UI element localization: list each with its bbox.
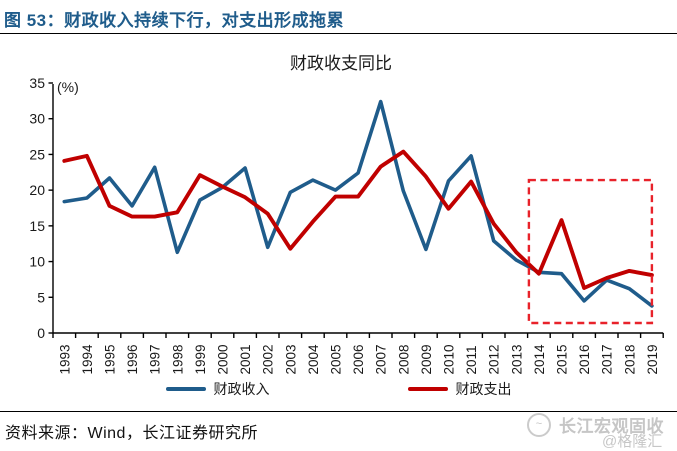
x-category-label: 2000 [216,344,231,374]
chart-legend: 财政收入 财政支出 [0,380,677,398]
x-category-label: 1996 [125,344,140,374]
x-category-label: 1998 [170,344,185,374]
x-category-label: 2015 [555,344,570,374]
x-category-label: 2009 [419,344,434,374]
x-category-label: 2014 [532,344,547,375]
y-tick-label: 20 [29,182,45,198]
series-line-expenditure [62,149,654,290]
x-category-label: 1999 [193,344,208,374]
y-tick-label: 0 [37,325,45,341]
series-line-revenue [62,99,654,308]
top-divider [0,33,677,34]
x-category-label: 2012 [487,344,502,374]
x-category-label: 2004 [306,344,321,375]
y-tick-label: 35 [29,75,45,91]
x-category-label: 2017 [600,344,615,374]
chart-svg: 财政收支同比 (%) 0 5 10 15 20 25 30 35 1993 1994 1995 199… [29,54,664,375]
x-category-label: 2019 [645,344,660,374]
y-axis-unit-label: (%) [57,79,79,95]
chart-title: 财政收支同比 [290,54,392,73]
legend-swatch-icon [407,387,448,391]
x-category-label: 2002 [261,344,276,374]
watermark-handle: @格隆汇 [602,433,663,450]
figure-title: 图 53：财政收入持续下行，对支出形成拖累 [4,11,345,30]
x-category-label: 2011 [464,345,479,374]
x-category-label: 1995 [103,344,118,374]
bottom-divider [0,411,677,412]
legend-swatch-icon [165,387,206,391]
highlight-box [527,178,654,325]
x-category-label: 2010 [442,344,457,374]
source-note: 资料来源：Wind，长江证券研究所 [5,425,258,442]
x-category-label: 1994 [80,344,95,375]
y-tick-label: 10 [29,254,45,270]
x-category-label: 2016 [577,344,592,374]
y-tick-label: 25 [29,146,45,162]
watermark-logo-icon: ~ [527,413,551,437]
y-tick-label: 15 [29,218,45,234]
x-category-label: 2013 [509,344,524,374]
legend-item: 财政收入 [165,379,270,399]
x-category-label: 2006 [351,344,366,374]
x-category-label: 2001 [238,344,253,374]
x-category-label: 2008 [396,344,411,374]
watermark-text: 长江宏观固收 [559,417,664,436]
x-category-label: 2007 [374,344,389,374]
legend-label: 财政收入 [213,381,270,397]
x-category-label: 2005 [329,344,344,374]
x-category-label: 1997 [148,344,163,374]
x-category-label: 2018 [622,344,637,374]
x-category-label: 1993 [57,344,72,374]
legend-item: 财政支出 [407,379,512,399]
y-tick-label: 30 [29,111,45,127]
plot-area: 0 5 10 15 20 25 30 35 1993 1994 1995 1996 1997 1998 19… [29,75,664,375]
x-category-label: 2003 [283,344,298,374]
legend-label: 财政支出 [455,381,512,397]
y-tick-label: 5 [37,289,45,305]
